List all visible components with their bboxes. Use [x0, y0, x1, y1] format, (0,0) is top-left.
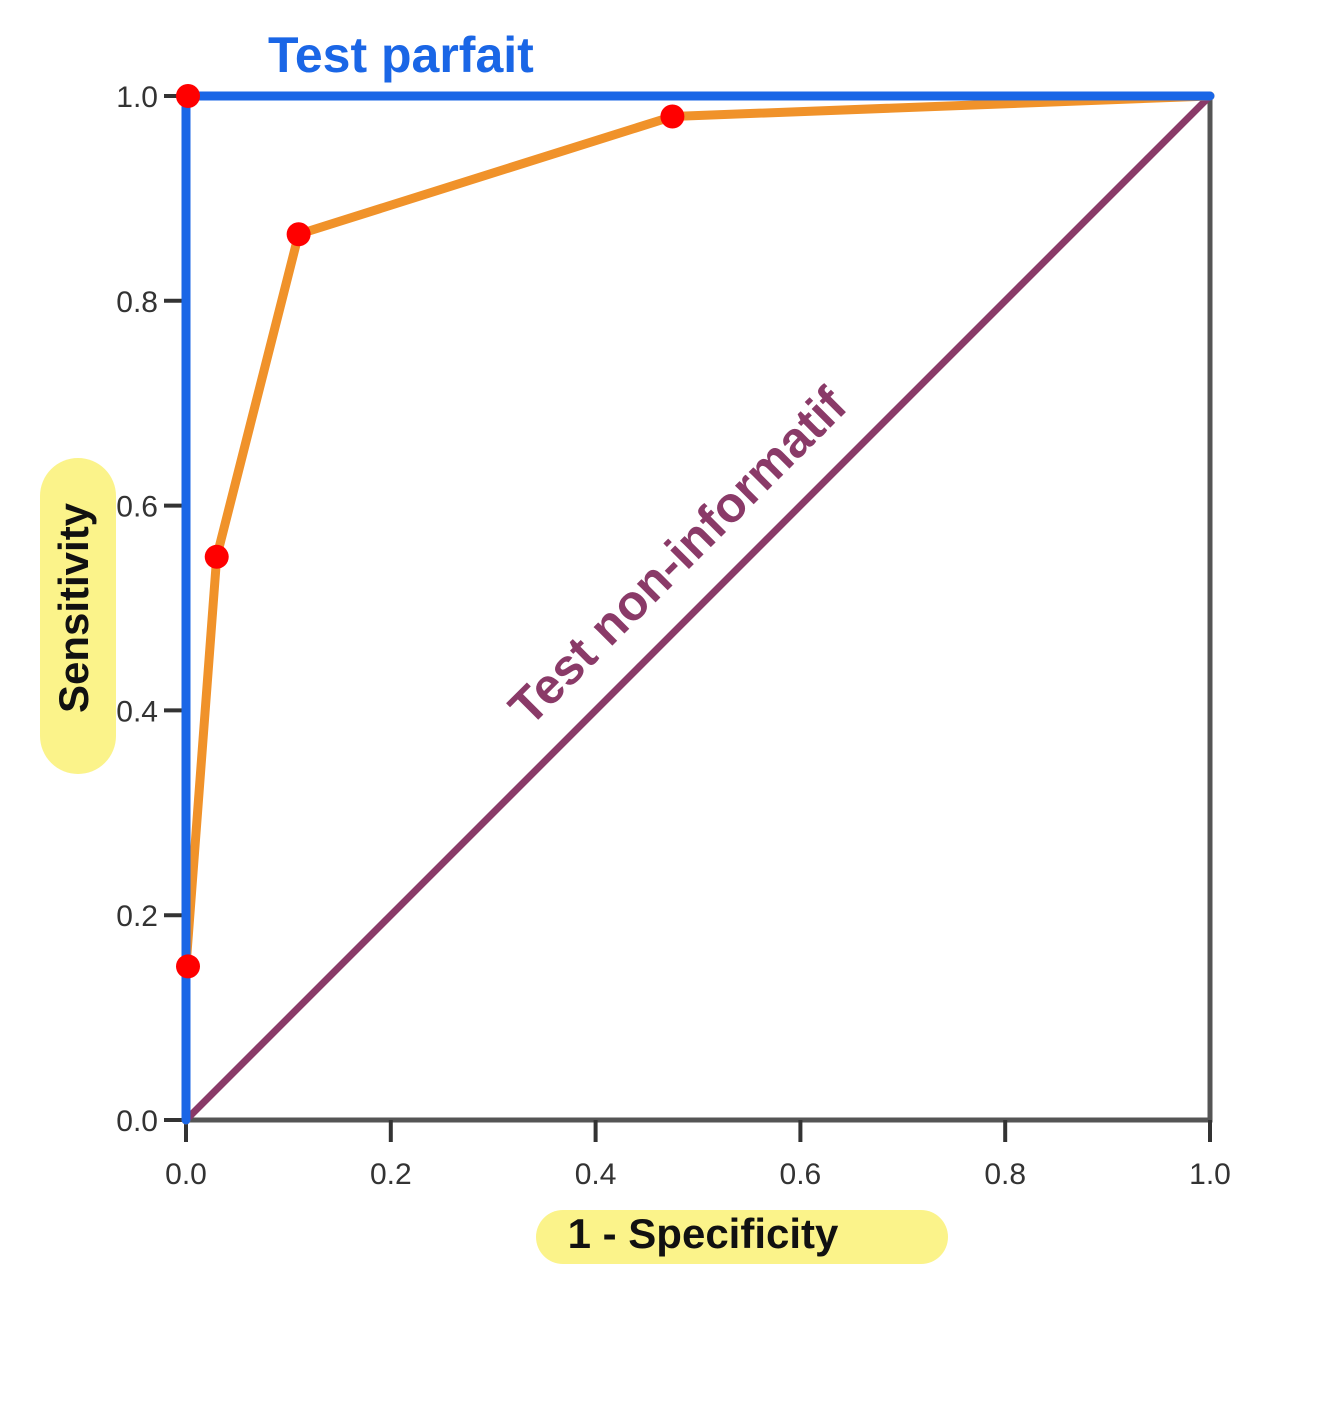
x-axis-title: 1 - Specificity	[568, 1210, 839, 1257]
x-tick-label: 1.0	[1189, 1158, 1231, 1191]
y-tick-label: 0.6	[116, 491, 158, 524]
series-line-non-informative-test	[182, 92, 1214, 1124]
points-layer	[176, 84, 685, 979]
xlabel-highlight	[536, 1210, 948, 1264]
series-layer	[181, 91, 1215, 1125]
x-tick-label: 0.0	[165, 1158, 207, 1191]
annotation-test-parfait: Test parfait	[268, 27, 534, 83]
annotation-test-non-informatif: Test non-informatif	[498, 376, 857, 735]
y-tick-label: 0.0	[116, 1105, 158, 1138]
x-tick-label: 0.6	[780, 1158, 822, 1191]
y-tick-label: 1.0	[116, 81, 158, 114]
ylabel-highlight	[40, 458, 116, 774]
y-tick-label: 0.8	[116, 286, 158, 319]
data-point	[176, 84, 200, 108]
y-axis: 0.0 0.2 0.4 0.6 0.8 1.0	[116, 81, 186, 1138]
data-point	[660, 104, 685, 129]
x-tick-label: 0.8	[984, 1158, 1026, 1191]
data-point	[286, 222, 311, 247]
y-axis-title: Sensitivity	[50, 502, 97, 713]
x-axis: 0.0 0.2 0.4 0.6 0.8 1.0	[165, 1120, 1231, 1191]
y-tick-label: 0.4	[116, 695, 158, 728]
data-point	[204, 544, 229, 569]
data-point	[176, 954, 200, 979]
x-tick-label: 0.2	[370, 1158, 412, 1191]
x-tick-label: 0.4	[575, 1158, 617, 1191]
y-tick-label: 0.2	[116, 900, 158, 933]
